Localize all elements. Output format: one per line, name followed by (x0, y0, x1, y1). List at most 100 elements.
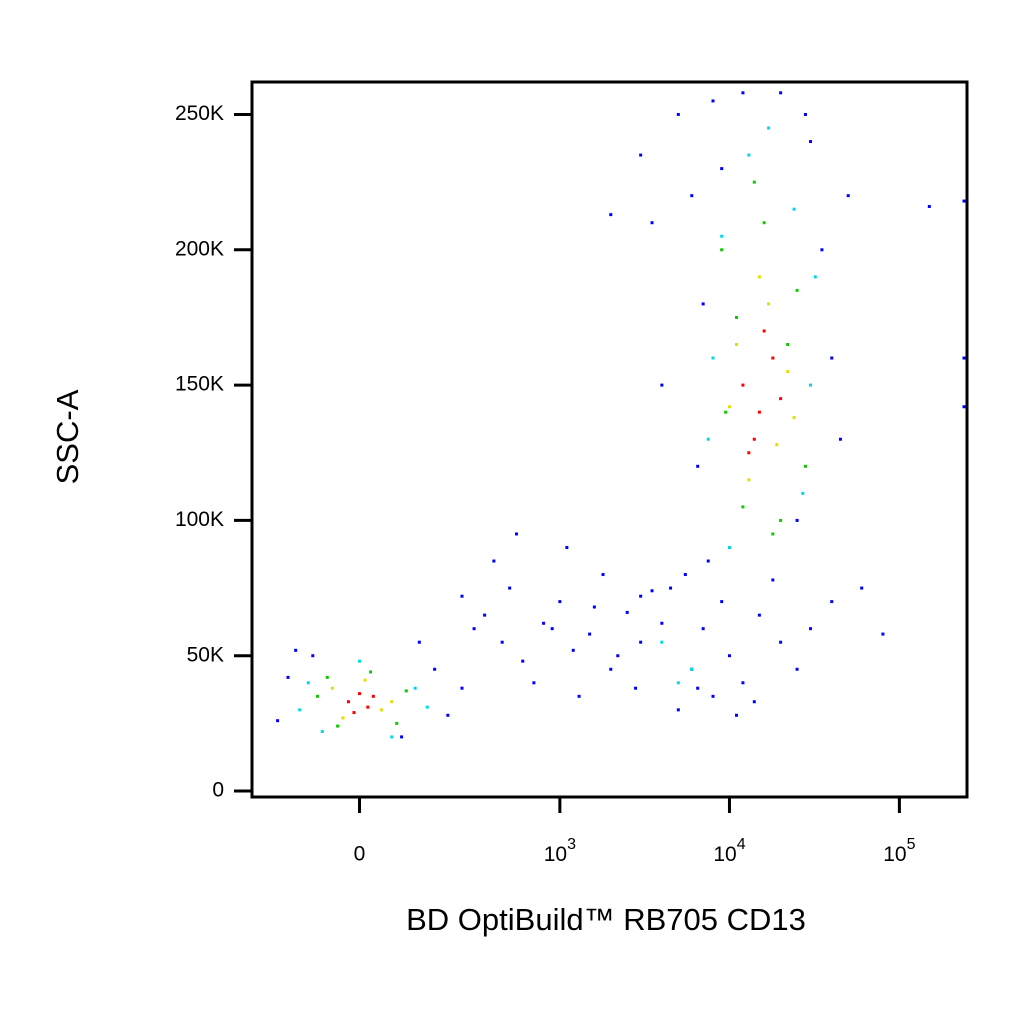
point (650, 221, 654, 225)
point (741, 505, 745, 509)
point (860, 586, 864, 590)
point (706, 437, 710, 441)
point (460, 686, 464, 690)
point (639, 153, 643, 157)
point (711, 99, 715, 103)
point (592, 605, 596, 609)
point (521, 659, 525, 663)
point (676, 681, 680, 685)
point (724, 410, 728, 414)
point (341, 716, 345, 720)
point (634, 686, 638, 690)
point (492, 559, 496, 563)
point (741, 91, 745, 95)
point (660, 621, 664, 625)
point (779, 518, 783, 522)
point (927, 204, 931, 208)
point (363, 678, 367, 682)
point (366, 705, 370, 709)
point (734, 343, 738, 347)
point (276, 719, 280, 723)
point (558, 600, 562, 604)
point (286, 675, 290, 679)
point (390, 735, 394, 739)
point (747, 153, 751, 157)
point (757, 613, 761, 617)
point (727, 654, 731, 658)
point (701, 302, 705, 306)
point (696, 464, 700, 468)
point (358, 659, 362, 663)
point (795, 667, 799, 671)
point (881, 632, 885, 636)
point (690, 194, 694, 198)
point (425, 705, 429, 709)
point (720, 600, 724, 604)
x-tick-label: 105 (883, 836, 915, 865)
point (727, 405, 731, 409)
point (809, 383, 813, 387)
y-tick-label: 100K (175, 508, 224, 531)
point (779, 91, 783, 95)
point (809, 140, 813, 144)
point (706, 559, 710, 563)
point (676, 112, 680, 116)
point (838, 437, 842, 441)
point (767, 126, 771, 130)
point (786, 343, 790, 347)
point (676, 708, 680, 712)
point (433, 667, 437, 671)
point (588, 632, 592, 636)
point (741, 383, 745, 387)
point (298, 708, 302, 712)
point (752, 180, 756, 184)
x-tick-label: 104 (713, 836, 745, 865)
point (813, 275, 817, 279)
point (771, 578, 775, 582)
point (786, 370, 790, 374)
point (404, 689, 408, 693)
tick-base: 10 (883, 843, 906, 866)
point (683, 573, 687, 577)
point (483, 613, 487, 617)
y-axis-title: SSC-A (50, 389, 85, 484)
point (336, 724, 340, 728)
point (792, 416, 796, 420)
plot-frame (250, 80, 969, 799)
y-tick-label: 150K (175, 373, 224, 396)
point (311, 654, 315, 658)
point (696, 686, 700, 690)
point (775, 443, 779, 447)
point (577, 694, 581, 698)
point (371, 694, 375, 698)
point (460, 594, 464, 598)
point (565, 545, 569, 549)
y-tick-label: 200K (175, 237, 224, 260)
y-tick-label: 50K (187, 643, 224, 666)
point (771, 532, 775, 536)
point (809, 627, 813, 631)
point (801, 491, 805, 495)
x-tick-label: 0 (354, 843, 366, 866)
point (625, 610, 629, 614)
tick-exponent: 5 (907, 836, 916, 853)
point (711, 356, 715, 360)
point (962, 199, 966, 203)
point (325, 675, 329, 679)
point (542, 621, 546, 625)
point (609, 667, 613, 671)
point (752, 437, 756, 441)
point (747, 478, 751, 482)
point (771, 356, 775, 360)
point (711, 694, 715, 698)
point (395, 721, 399, 725)
point (734, 315, 738, 319)
point (660, 640, 664, 644)
point (346, 700, 350, 704)
point (779, 640, 783, 644)
point (315, 694, 319, 698)
tick-exponent: 4 (737, 836, 746, 853)
point (962, 405, 966, 409)
x-tick-label: 103 (544, 836, 576, 865)
point (803, 464, 807, 468)
